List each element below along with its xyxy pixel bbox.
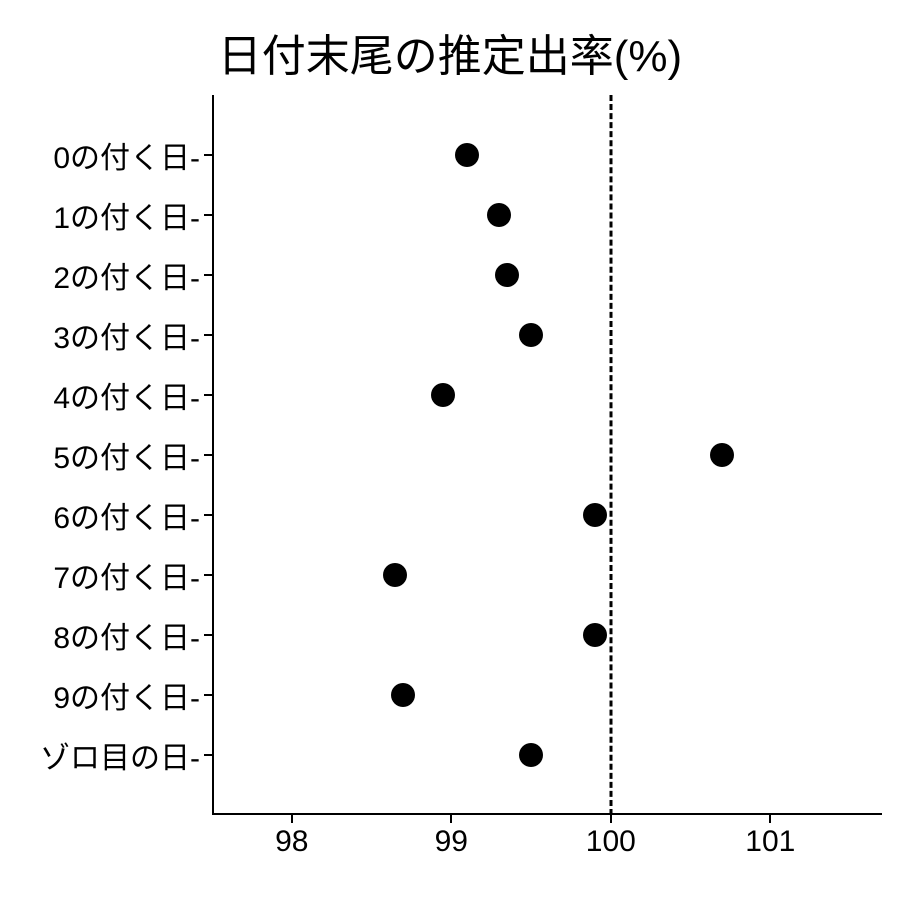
y-tick-mark <box>204 454 212 456</box>
y-tick-label: ゾロ目の日- <box>40 733 200 777</box>
y-tick-label: 9の付く日- <box>53 673 200 717</box>
y-tick-mark <box>204 514 212 516</box>
y-tick-label: 4の付く日- <box>53 373 200 417</box>
data-point <box>487 203 511 227</box>
data-point <box>519 743 543 767</box>
y-tick-label: 5の付く日- <box>53 433 200 477</box>
plot-area <box>212 95 882 815</box>
reference-line <box>609 95 612 815</box>
x-tick-label: 99 <box>435 825 468 859</box>
data-point <box>583 503 607 527</box>
y-tick-label: 0の付く日- <box>53 133 200 177</box>
y-tick-mark <box>204 334 212 336</box>
y-tick-label: 2の付く日- <box>53 253 200 297</box>
y-tick-mark <box>204 274 212 276</box>
x-tick-label: 101 <box>745 825 795 859</box>
chart-container: 日付末尾の推定出率(%) 0の付く日- 1の付く日- 2の付く日- 3の付く日- 4の付… <box>0 0 900 900</box>
data-point <box>495 263 519 287</box>
y-tick-mark <box>204 634 212 636</box>
data-point <box>519 323 543 347</box>
y-tick-mark <box>204 754 212 756</box>
y-tick-label: 3の付く日- <box>53 313 200 357</box>
y-tick-mark <box>204 694 212 696</box>
data-point <box>583 623 607 647</box>
x-tick-mark <box>769 815 771 823</box>
data-point <box>431 383 455 407</box>
x-tick-label: 100 <box>586 825 636 859</box>
data-point <box>455 143 479 167</box>
y-tick-label: 8の付く日- <box>53 613 200 657</box>
chart-title: 日付末尾の推定出率(%) <box>0 20 900 84</box>
x-tick-label: 98 <box>275 825 308 859</box>
x-tick-mark <box>450 815 452 823</box>
y-tick-label: 6の付く日- <box>53 493 200 537</box>
y-tick-mark <box>204 214 212 216</box>
y-tick-mark <box>204 154 212 156</box>
y-tick-label: 7の付く日- <box>53 553 200 597</box>
y-tick-mark <box>204 394 212 396</box>
y-tick-label: 1の付く日- <box>53 193 200 237</box>
x-tick-mark <box>291 815 293 823</box>
x-tick-mark <box>610 815 612 823</box>
data-point <box>383 563 407 587</box>
y-tick-mark <box>204 574 212 576</box>
data-point <box>391 683 415 707</box>
data-point <box>710 443 734 467</box>
